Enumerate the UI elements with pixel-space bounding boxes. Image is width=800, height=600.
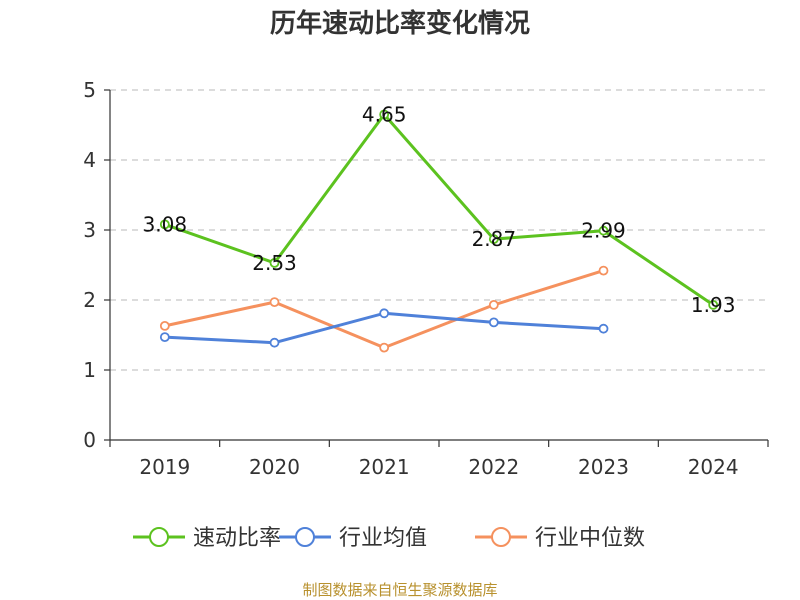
series-point-0 — [269, 257, 280, 268]
data-labels: 3.08 2.53 4.65 2.87 2.99 1.93 — [143, 103, 736, 317]
series-point-1 — [159, 332, 170, 343]
x-tick-label: 2021 — [359, 455, 410, 479]
series-point-2 — [269, 297, 280, 308]
series-point-2 — [159, 320, 170, 331]
series-point-0 — [708, 299, 719, 310]
y-tick-label: 1 — [83, 358, 96, 382]
legend-item-1[interactable]: 行业均值 — [279, 526, 427, 551]
legend-label: 速动比率 — [193, 526, 281, 551]
legend: 速动比率 行业均值 行业中位数 — [133, 526, 645, 551]
legend-marker — [295, 527, 315, 547]
axes: 0 1 2 3 4 5 2019 2020 2021 2022 2023 2024 — [83, 78, 769, 479]
series-lines — [159, 109, 719, 353]
y-tick-label: 5 — [83, 78, 96, 102]
series-point-2 — [379, 342, 390, 353]
legend-marker — [149, 527, 169, 547]
series-point-1 — [269, 337, 280, 348]
data-label: 2.87 — [472, 227, 517, 251]
x-tick-label: 2023 — [578, 455, 629, 479]
series-point-1 — [488, 317, 499, 328]
data-label: 4.65 — [362, 103, 407, 127]
series-point-0 — [159, 219, 170, 230]
source-note: 制图数据来自恒生聚源数据库 — [302, 581, 497, 599]
series-point-1 — [379, 308, 390, 319]
legend-label: 行业中位数 — [535, 526, 645, 551]
y-tick-label: 2 — [83, 288, 96, 312]
legend-marker — [491, 527, 511, 547]
series-point-0 — [598, 225, 609, 236]
data-label: 1.93 — [691, 293, 736, 317]
chart-title: 历年速动比率变化情况 — [270, 8, 530, 39]
grid — [110, 89, 768, 371]
y-tick-label: 3 — [83, 218, 96, 242]
x-tick-label: 2024 — [688, 455, 739, 479]
series-point-2 — [488, 299, 499, 310]
series-point-2 — [598, 265, 609, 276]
x-tick-label: 2022 — [468, 455, 519, 479]
x-tick-label: 2019 — [139, 455, 190, 479]
series-point-0 — [379, 109, 390, 120]
data-label: 2.99 — [581, 219, 626, 243]
data-label: 3.08 — [143, 212, 188, 236]
y-tick-label: 0 — [83, 428, 96, 452]
series-point-0 — [488, 234, 499, 245]
y-tick-label: 4 — [83, 148, 96, 172]
legend-label: 行业均值 — [339, 526, 427, 551]
legend-item-0[interactable]: 速动比率 — [133, 526, 281, 551]
x-tick-label: 2020 — [249, 455, 300, 479]
legend-item-2[interactable]: 行业中位数 — [475, 526, 645, 551]
data-label: 2.53 — [252, 251, 297, 275]
series-point-1 — [598, 323, 609, 334]
series-line-0 — [164, 113, 715, 307]
